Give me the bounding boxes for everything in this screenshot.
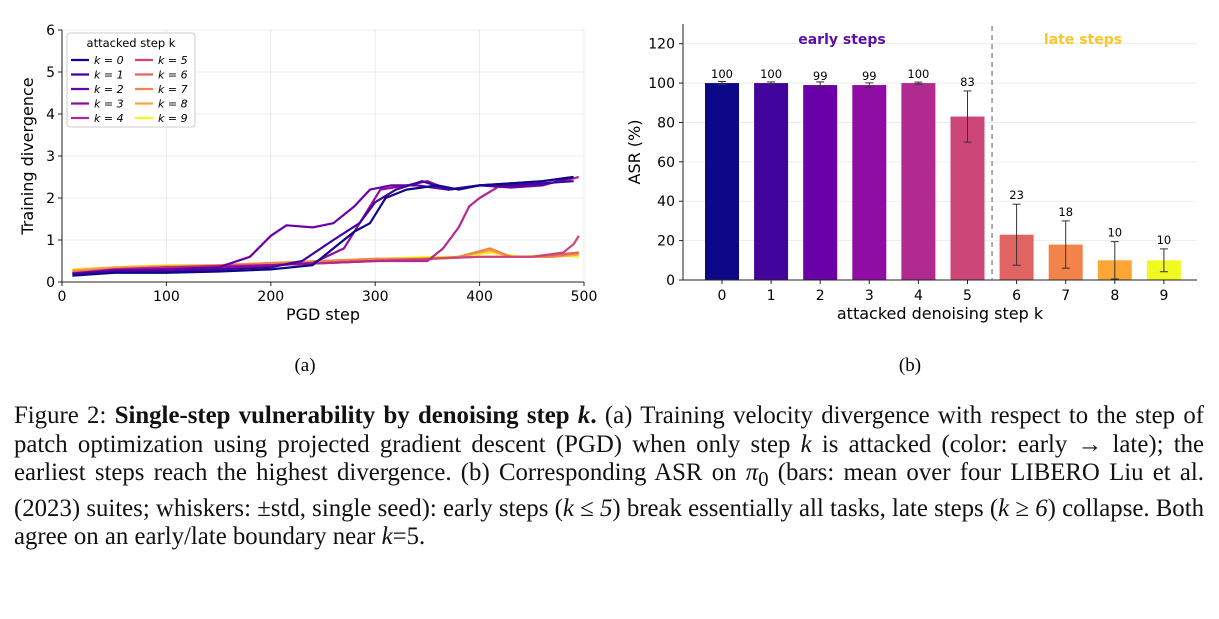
panel-a-series: [72, 175, 580, 277]
bar-value-label-k0: 100: [711, 67, 733, 81]
bar-k1: [754, 83, 789, 280]
panel-a-xtick-label: 100: [153, 289, 180, 305]
panel-a-ytick-label: 2: [46, 191, 55, 207]
panel-b-ytick-label: 60: [657, 155, 675, 171]
bar-value-label-k6: 23: [1009, 188, 1024, 202]
bar-value-label-k1: 100: [760, 67, 782, 81]
legend-label-k4: k = 4: [94, 112, 124, 125]
panel-b-bars: 100 100 99 99 100 83 23 18 10 10: [705, 67, 1181, 281]
panel-b-ytick-label: 120: [648, 37, 675, 53]
panel-b-xtick-label: 5: [963, 288, 972, 304]
early-steps-label: early steps: [798, 32, 886, 48]
bar-k5: [950, 116, 985, 280]
panel-a-xtick-label: 400: [466, 289, 493, 305]
legend-frame: [66, 32, 196, 128]
panel-b-xtick-label: 4: [914, 288, 923, 304]
bar-value-label-k7: 18: [1058, 205, 1073, 219]
caption-body-2: is attacked (color: early → late); the e…: [14, 430, 1204, 487]
panel-b-ytick-label: 0: [666, 273, 675, 289]
legend-label-k8: k = 8: [158, 98, 188, 111]
caption-pi-sub: 0: [758, 469, 769, 492]
panel-a-ytick-label: 6: [46, 23, 55, 39]
series-line-k0: [72, 175, 574, 277]
caption-body-6: =5.: [392, 523, 426, 551]
bar-k4: [901, 83, 936, 280]
legend-title: attacked step k: [87, 36, 176, 50]
panel-b-xtick-label: 3: [865, 288, 874, 304]
legend-label-k6: k = 6: [158, 69, 188, 82]
legend-label-k0: k = 0: [94, 54, 124, 67]
panel-b-label: (b): [899, 355, 921, 376]
panel-a-ytick-label: 5: [46, 65, 55, 81]
caption-title: Single-step vulnerability by denoising s…: [114, 402, 597, 429]
caption-pi: π: [745, 459, 759, 487]
caption-body-3: (bars: mean over four LIBERO Liu et al. …: [14, 459, 1204, 522]
panel-b-ylabel: ASR (%): [625, 120, 644, 185]
panel-b-xtick-label: 0: [718, 288, 727, 304]
panel-b-ytick-label: 100: [648, 76, 675, 92]
panel-b-xtick-label: 6: [1012, 288, 1021, 304]
caption-body-1: (a) Training velocity divergence with re…: [14, 402, 1205, 458]
panel-b-xtick-label: 1: [767, 288, 776, 304]
panel-b-ytick-label: 20: [657, 234, 675, 250]
bar-k3: [852, 85, 887, 281]
bar-value-label-k9: 10: [1157, 233, 1172, 247]
legend-label-k5: k = 5: [158, 54, 188, 67]
legend-label-k3: k = 3: [94, 98, 124, 111]
legend-label-k1: k = 1: [94, 69, 124, 82]
panel-b-xlabel: attacked denoising step k: [837, 304, 1044, 323]
legend-label-k7: k = 7: [158, 83, 188, 96]
caption-late-cond: k ≥ 6: [998, 494, 1048, 522]
panel-a-label: (a): [294, 355, 315, 376]
panel-b-xtick-label: 9: [1159, 288, 1168, 304]
bar-value-label-k2: 99: [813, 69, 828, 83]
panel-a-ytick-label: 4: [46, 107, 55, 123]
caption-var-k: k: [800, 430, 812, 458]
caption-boundary-k: k: [381, 523, 393, 551]
caption-early-cond: k ≤ 5: [562, 494, 613, 522]
bar-value-label-k8: 10: [1107, 226, 1122, 240]
panel-a-ticks: 0 1 2 3 4 5 6 0 100 200 300 400 500: [46, 23, 597, 305]
panel-a-ytick-label: 1: [46, 233, 55, 249]
caption-body-4: ) break essentially all tasks, late step…: [612, 494, 999, 522]
caption-body-5: ) collapse. Both agree on an early/late …: [14, 494, 1204, 551]
figure-caption: Figure 2: Single-step vulnerability by d…: [14, 402, 1204, 552]
panel-a-ytick-label: 3: [46, 149, 55, 165]
panel-a-xtick-label: 200: [257, 289, 284, 305]
panel-a-xtick-label: 0: [58, 289, 67, 305]
panel-a-xtick-label: 500: [571, 289, 598, 305]
panel-b-xtick-label: 2: [816, 288, 825, 304]
caption-figure-number: Figure 2:: [14, 402, 107, 429]
panel-a-legend: attacked step k k = 0k = 1k = 2k = 3k = …: [66, 32, 196, 128]
panel-b-ytick-label: 80: [657, 115, 675, 131]
bar-value-label-k5: 83: [960, 75, 975, 89]
late-steps-label: late steps: [1044, 32, 1122, 48]
bar-k0: [705, 83, 739, 280]
legend-label-k2: k = 2: [94, 83, 124, 96]
panel-a-ytick-label: 0: [46, 275, 55, 291]
bar-value-label-k4: 100: [907, 67, 929, 81]
panel-b-xtick-label: 8: [1110, 288, 1119, 304]
panel-b-xtick-label: 7: [1061, 288, 1070, 304]
panel-a-xlabel: PGD step: [286, 305, 360, 324]
legend-label-k9: k = 9: [158, 112, 188, 125]
legend-items: k = 0 k = 1k = 2 k = 3k = 4 k = 5 k = 6k = 7…: [71, 54, 188, 125]
bar-k2: [803, 85, 838, 281]
panel-b-ytick-label: 40: [657, 194, 675, 210]
panel-a-xtick-label: 300: [362, 289, 389, 305]
panel-a-line-chart: 0 1 2 3 4 5 6 0 100 200 300 400 500 PGD step Trainin…: [18, 23, 597, 376]
bar-value-label-k3: 99: [862, 69, 877, 83]
panel-a-ylabel: Training divergence: [18, 77, 37, 235]
